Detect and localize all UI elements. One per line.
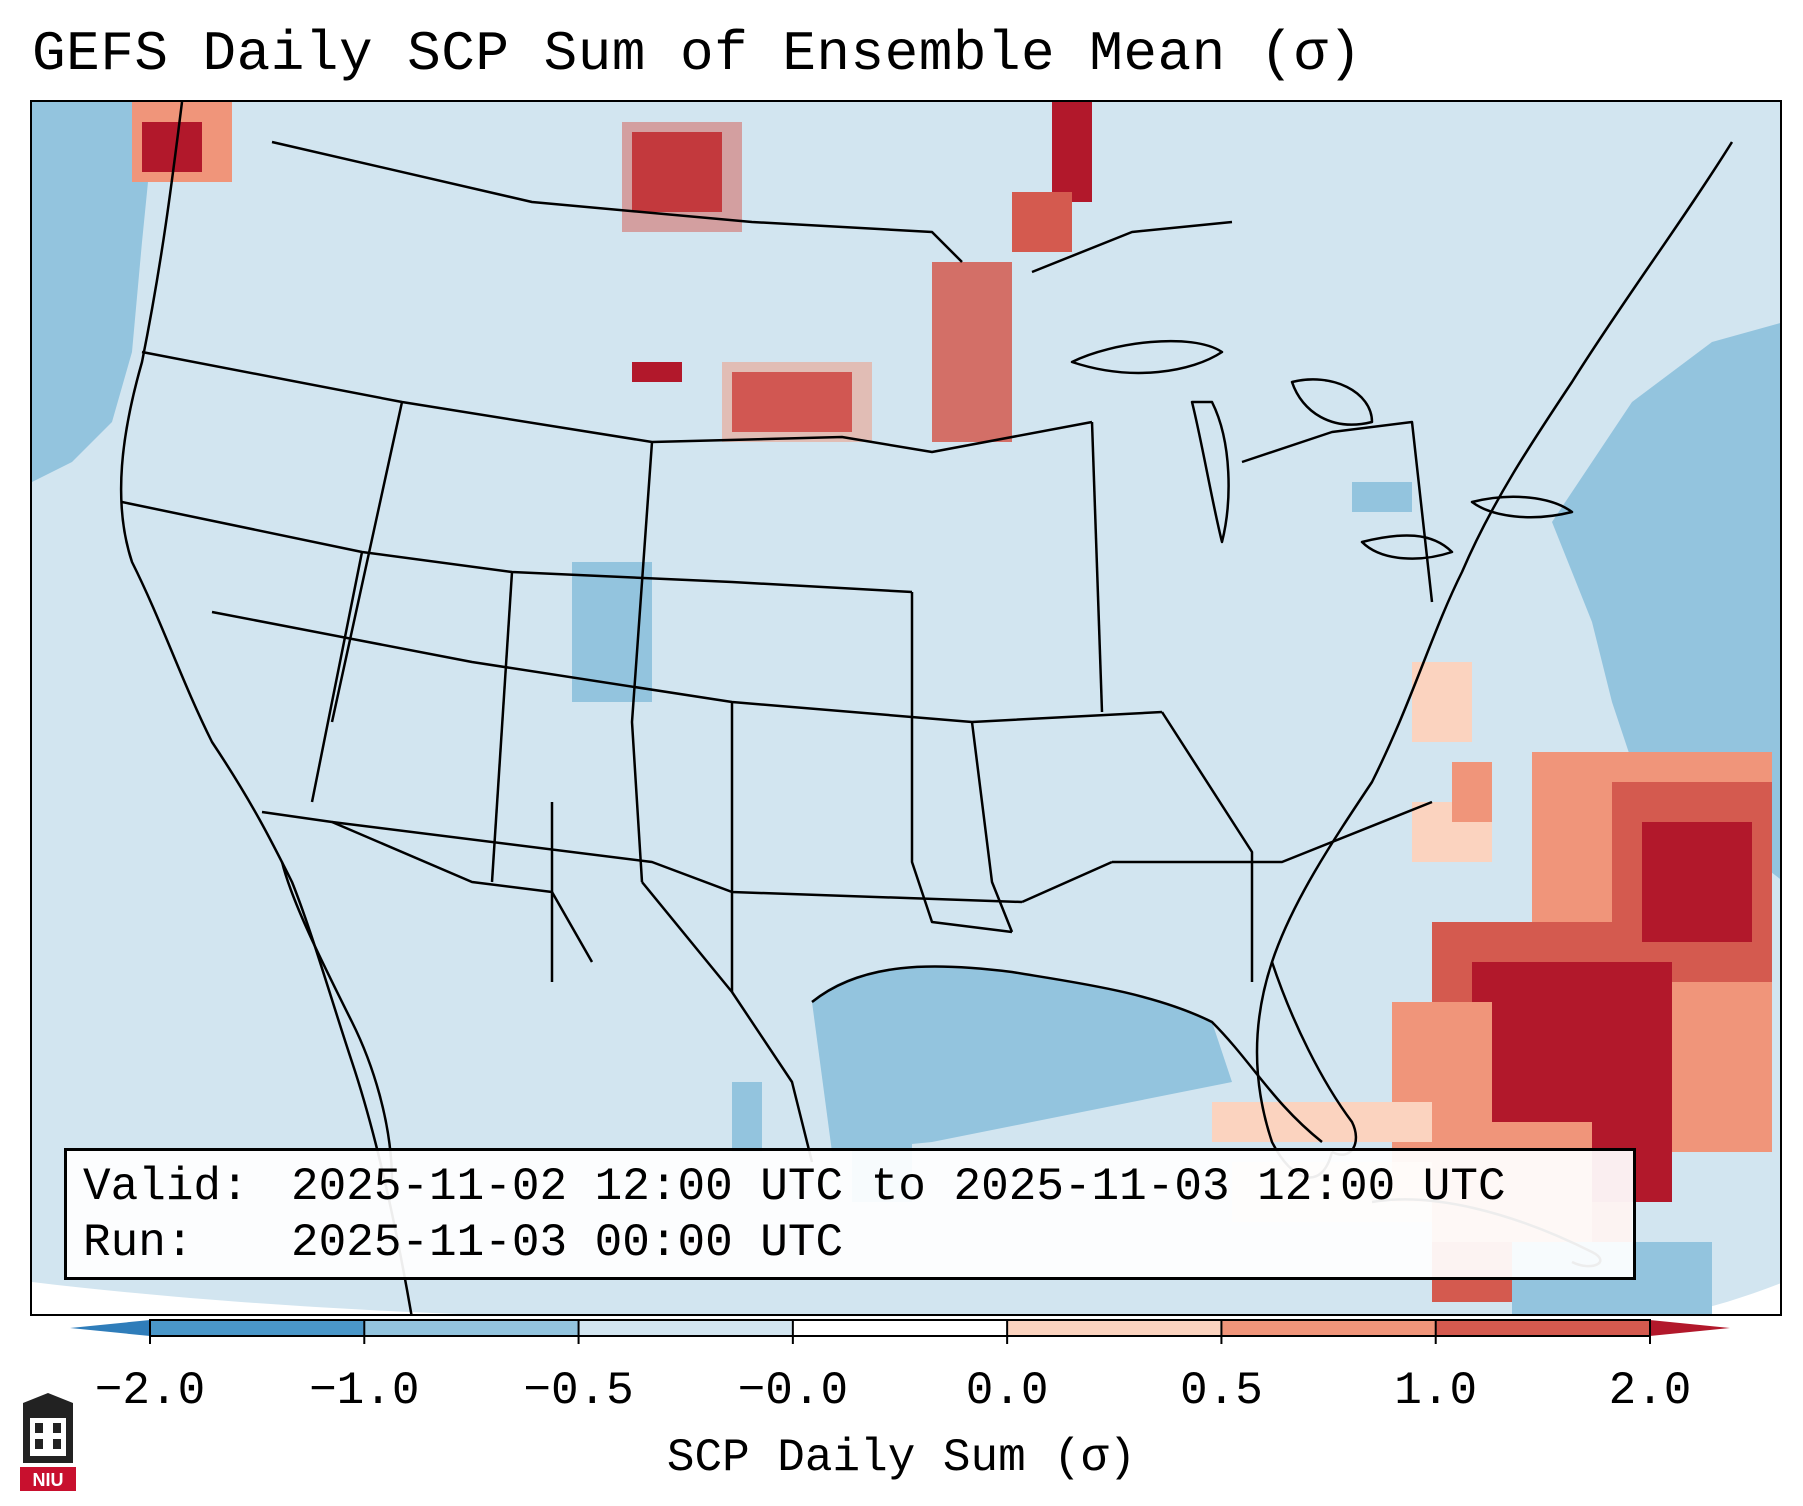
colorbar xyxy=(70,1319,1730,1344)
map-canvas xyxy=(32,102,1780,1314)
valid-row: Valid: 2025-11-02 12:00 UTC to 2025-11-03… xyxy=(83,1159,1633,1215)
colorbar-segment xyxy=(364,1320,580,1336)
colorbar-tick-label: −2.0 xyxy=(94,1365,206,1417)
valid-value: 2025-11-02 12:00 UTC to 2025-11-03 12:00… xyxy=(291,1161,1506,1213)
projection-edge-right xyxy=(1676,1283,1780,1314)
colorbar-segment xyxy=(792,1320,1008,1336)
logo-text: NIU xyxy=(33,1470,64,1490)
colorbar-tick-label: 2.0 xyxy=(1608,1365,1692,1417)
map-panel[interactable] xyxy=(30,100,1782,1316)
colorbar-tick-label: 1.0 xyxy=(1394,1365,1478,1417)
colorbar-segment xyxy=(1435,1320,1651,1336)
negative-anomalies xyxy=(572,482,1712,1314)
colorbar-segments xyxy=(150,1320,1651,1336)
chart-title: GEFS Daily SCP Sum of Ensemble Mean (σ) xyxy=(32,22,1363,86)
colorbar-outline xyxy=(149,1319,1651,1337)
colorbar-extend-high xyxy=(1650,1320,1730,1336)
valid-run-info-box: Valid: 2025-11-02 12:00 UTC to 2025-11-03… xyxy=(64,1148,1636,1280)
colorbar-segment xyxy=(150,1320,365,1336)
projection-edge xyxy=(32,1282,458,1314)
colorbar-tick-label: −0.0 xyxy=(737,1365,849,1417)
gulf-of-mexico xyxy=(812,966,1232,1152)
niu-logo-icon: NIU xyxy=(20,1393,76,1491)
run-value: 2025-11-03 00:00 UTC xyxy=(291,1217,844,1269)
run-row: Run: 2025-11-03 00:00 UTC xyxy=(83,1215,1633,1271)
colorbar-segment xyxy=(1221,1320,1437,1336)
colorbar-tick-label: −1.0 xyxy=(309,1365,420,1417)
colorbar-tick-label: 0.0 xyxy=(965,1365,1049,1417)
colorbar-extend-low xyxy=(70,1320,150,1336)
colorbar-title: SCP Daily Sum (σ) xyxy=(666,1432,1137,1484)
colorbar-tick-label: −0.5 xyxy=(523,1365,634,1417)
colorbar-segment xyxy=(578,1320,794,1336)
colorbar-segment xyxy=(1007,1320,1222,1336)
valid-label: Valid: xyxy=(83,1161,249,1213)
atlantic-ocean xyxy=(1552,323,1780,879)
colorbar-tick-label: 0.5 xyxy=(1180,1365,1263,1417)
run-label: Run: xyxy=(83,1217,194,1269)
pacific-ocean xyxy=(32,102,152,482)
